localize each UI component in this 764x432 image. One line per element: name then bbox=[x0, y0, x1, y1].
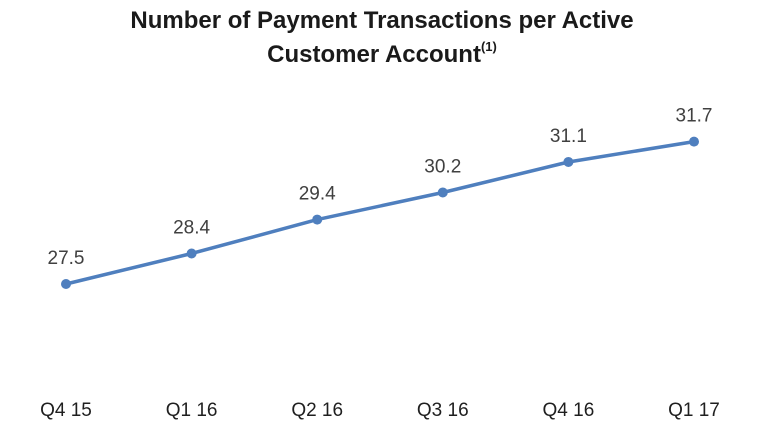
x-tick-label: Q1 17 bbox=[668, 400, 720, 421]
data-label: 28.4 bbox=[173, 217, 210, 238]
x-tick-label: Q2 16 bbox=[291, 400, 343, 421]
x-tick-label: Q4 16 bbox=[543, 400, 595, 421]
footnote-mark: (1) bbox=[480, 39, 497, 54]
x-tick-label: Q3 16 bbox=[417, 400, 469, 421]
data-label: 30.2 bbox=[424, 156, 461, 177]
plot-area: 27.5 28.4 29.4 30.2 31.1 31.7 bbox=[48, 106, 713, 289]
data-point bbox=[563, 156, 574, 167]
data-label: 31.7 bbox=[676, 106, 713, 127]
data-point bbox=[437, 187, 448, 198]
chart-title-line-2: Customer Account(1) bbox=[0, 38, 764, 72]
data-label: 27.5 bbox=[48, 248, 85, 269]
x-axis: Q4 15 Q1 16 Q2 16 Q3 16 Q4 16 Q1 17 bbox=[40, 400, 720, 421]
data-point bbox=[61, 279, 71, 289]
chart-title: Number of Payment Transactions per Activ… bbox=[0, 4, 764, 72]
data-point bbox=[186, 248, 197, 259]
data-point bbox=[689, 136, 699, 147]
chart-title-line-1: Number of Payment Transactions per Activ… bbox=[130, 7, 634, 34]
data-label: 29.4 bbox=[299, 184, 336, 205]
data-label: 31.1 bbox=[550, 126, 587, 147]
chart-title-line-2-text: Customer Account bbox=[267, 41, 481, 68]
series-line bbox=[64, 139, 696, 286]
x-tick-label: Q1 16 bbox=[166, 400, 218, 421]
x-tick-label: Q4 15 bbox=[40, 400, 92, 421]
data-point bbox=[312, 214, 323, 225]
